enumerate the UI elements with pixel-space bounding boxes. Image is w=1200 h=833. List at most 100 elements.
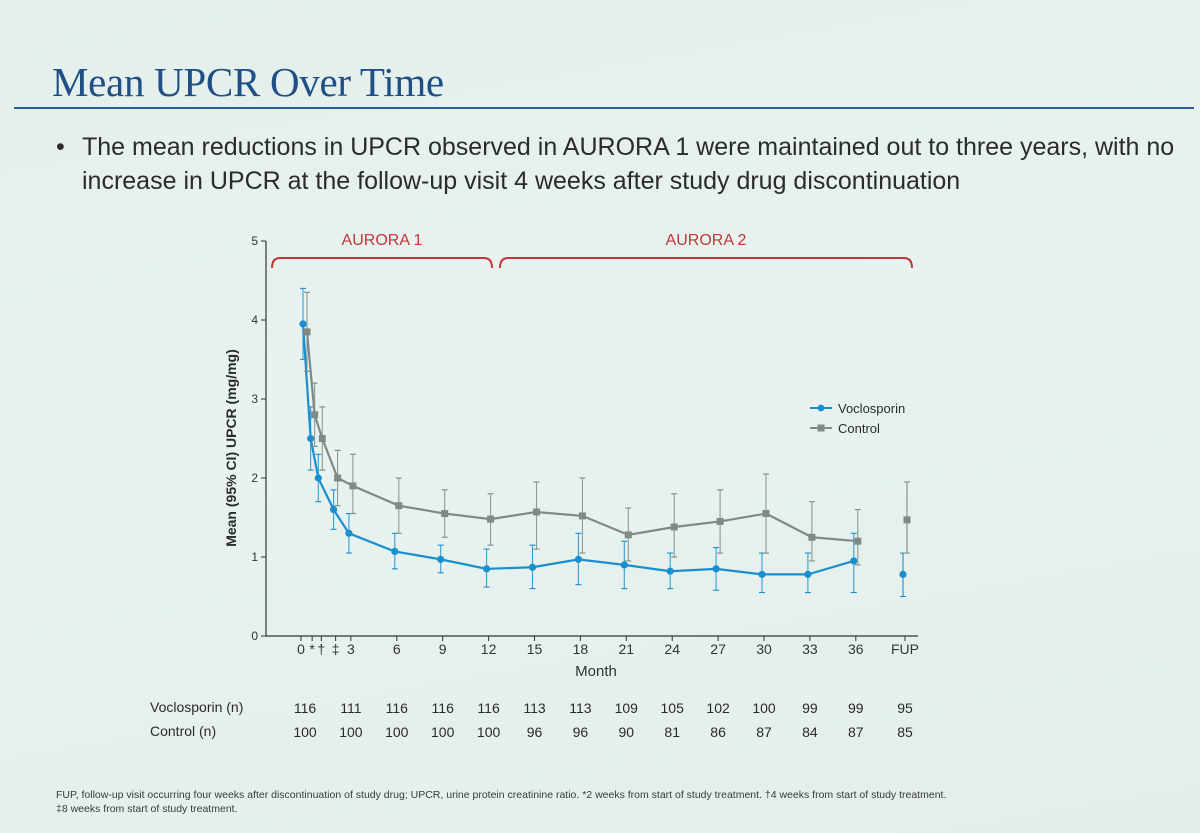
x-axis-label: Month bbox=[575, 663, 617, 680]
data-point bbox=[391, 547, 399, 556]
n-row-label-voclosporin: Voclosporin (n) bbox=[150, 699, 244, 715]
n-row-label-control: Control (n) bbox=[150, 723, 217, 739]
n-table-cell: 109 bbox=[615, 700, 639, 716]
bullet-text: The mean reductions in UPCR observed in … bbox=[82, 133, 1175, 195]
data-point bbox=[533, 508, 540, 516]
data-point bbox=[620, 561, 628, 569]
data-point bbox=[762, 510, 770, 518]
data-point bbox=[578, 512, 586, 520]
n-table-cell: 100 bbox=[293, 724, 317, 740]
footnote-line-2: ‡8 weeks from start of study treatment. bbox=[56, 803, 238, 815]
data-point bbox=[804, 570, 812, 578]
x-tick-label: ‡ bbox=[332, 641, 340, 657]
n-table-cell: 99 bbox=[802, 700, 818, 716]
n-table-cell: 100 bbox=[385, 724, 409, 740]
n-table-cell: 100 bbox=[431, 724, 455, 740]
data-point bbox=[850, 557, 858, 565]
n-table-cell: 96 bbox=[573, 724, 589, 740]
y-tick-label: 0 bbox=[251, 629, 258, 643]
data-point bbox=[483, 565, 491, 573]
n-table-cell: 87 bbox=[756, 724, 772, 740]
data-point bbox=[330, 506, 338, 514]
y-tick-label: 5 bbox=[251, 234, 258, 248]
data-point bbox=[574, 555, 583, 563]
data-point-fup bbox=[899, 570, 907, 578]
n-table-cell: 100 bbox=[752, 700, 776, 716]
x-tick-label: 9 bbox=[439, 641, 447, 657]
y-tick-label: 3 bbox=[251, 392, 258, 406]
x-tick-label: 0 bbox=[297, 641, 305, 657]
n-table-cell: 100 bbox=[339, 724, 363, 740]
n-table-cell: 116 bbox=[432, 700, 455, 716]
data-point bbox=[808, 533, 816, 541]
legend-marker bbox=[817, 424, 825, 432]
data-point bbox=[349, 482, 357, 490]
n-table-cell: 102 bbox=[706, 700, 730, 716]
slide-title: Mean UPCR Over Time bbox=[52, 59, 444, 105]
n-table-cell: 113 bbox=[569, 700, 592, 716]
data-point bbox=[299, 320, 307, 328]
n-table-cell: 87 bbox=[848, 724, 864, 740]
data-point bbox=[437, 555, 445, 563]
x-tick-label: 24 bbox=[664, 641, 680, 657]
data-point bbox=[670, 523, 678, 531]
data-point bbox=[441, 510, 449, 518]
x-tick-label: 3 bbox=[347, 641, 355, 657]
x-tick-label: 12 bbox=[481, 641, 497, 657]
period-bracket-label: AURORA 2 bbox=[666, 232, 747, 249]
legend-marker bbox=[817, 404, 825, 412]
n-table-cell: 116 bbox=[294, 700, 317, 716]
n-table-cell: 95 bbox=[897, 700, 913, 716]
x-tick-label: 36 bbox=[848, 641, 864, 657]
n-table-cell: 113 bbox=[523, 700, 546, 716]
n-table-cell: 105 bbox=[661, 700, 685, 716]
n-table-cell: 86 bbox=[710, 724, 726, 740]
data-point bbox=[318, 435, 326, 442]
n-table-cell: 81 bbox=[664, 724, 680, 740]
n-table-cell: 111 bbox=[340, 700, 361, 716]
n-table-cell: 84 bbox=[802, 724, 818, 740]
y-axis-label: Mean (95% CI) UPCR (mg/mg) bbox=[223, 349, 239, 547]
legend-label: Control bbox=[838, 421, 880, 436]
data-point bbox=[758, 570, 766, 578]
x-tick-label: † bbox=[317, 641, 325, 657]
data-point bbox=[311, 411, 319, 419]
data-point-fup bbox=[903, 516, 911, 524]
title-divider bbox=[14, 107, 1194, 109]
x-tick-label: FUP bbox=[891, 641, 919, 657]
x-tick-label: 27 bbox=[710, 641, 726, 657]
data-point bbox=[854, 537, 862, 545]
x-tick-label: 33 bbox=[802, 641, 818, 657]
data-point bbox=[314, 474, 322, 482]
data-point bbox=[487, 515, 495, 523]
data-point bbox=[716, 517, 724, 525]
y-tick-label: 4 bbox=[251, 313, 258, 327]
footnote-line-1: FUP, follow-up visit occurring four week… bbox=[56, 789, 947, 801]
footnote: FUP, follow-up visit occurring four week… bbox=[56, 788, 1056, 816]
x-tick-label: 30 bbox=[756, 641, 772, 657]
data-point bbox=[303, 328, 311, 336]
period-bracket bbox=[499, 257, 913, 269]
data-point bbox=[395, 502, 403, 510]
data-point bbox=[712, 565, 720, 573]
n-table-cell: 99 bbox=[848, 700, 864, 716]
y-tick-label: 1 bbox=[251, 550, 258, 564]
n-table-cell: 100 bbox=[477, 724, 501, 740]
period-bracket bbox=[271, 257, 493, 269]
x-tick-label: 18 bbox=[573, 641, 589, 657]
n-table-cell: 116 bbox=[477, 700, 500, 716]
x-tick-label: * bbox=[309, 641, 315, 657]
y-tick-label: 2 bbox=[251, 471, 258, 485]
series-line bbox=[301, 323, 855, 576]
x-tick-label: 21 bbox=[619, 641, 635, 657]
series-line bbox=[305, 331, 858, 543]
x-tick-label: 6 bbox=[393, 641, 401, 657]
n-table-cell: 90 bbox=[619, 724, 635, 740]
legend-label: Voclosporin bbox=[838, 401, 905, 416]
n-table-cell: 116 bbox=[386, 700, 409, 716]
n-table-cell: 96 bbox=[527, 724, 543, 740]
data-point bbox=[666, 567, 674, 575]
data-point bbox=[345, 529, 353, 537]
